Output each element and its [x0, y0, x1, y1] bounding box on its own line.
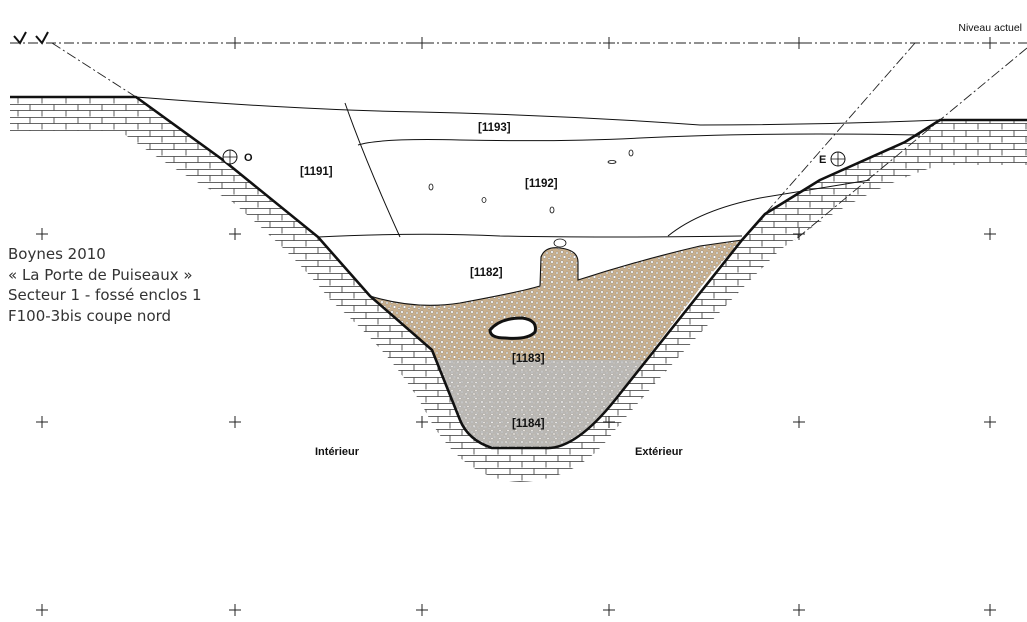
layer-label-1193: [1193] — [478, 122, 511, 134]
survey-grid-crosses — [36, 37, 996, 616]
layer-label-1192: [1192] — [525, 178, 558, 190]
layer-label-1184: [1184] — [512, 418, 545, 430]
bedrock-limestone — [0, 97, 1027, 622]
layer-label-1191: [1191] — [300, 166, 333, 178]
inside-label: Intérieur — [315, 446, 360, 458]
caption-sector: Secteur 1 - fossé enclos 1 — [8, 286, 202, 304]
stone-inclusions — [428, 149, 634, 248]
east-marker-label: E — [819, 154, 826, 166]
west-marker-label: O — [244, 152, 253, 164]
west-marker: O — [222, 149, 253, 165]
layer-boundaries — [135, 96, 941, 306]
caption-section: F100-3bis coupe nord — [8, 306, 172, 325]
ditch-profile — [10, 95, 1027, 450]
caption-locality: « La Porte de Puiseaux » — [8, 265, 193, 284]
layer-label-1183: [1183] — [512, 353, 545, 365]
reference-lines — [10, 42, 1027, 241]
stone-block — [488, 316, 537, 340]
caption-site: Boynes 2010 — [8, 245, 106, 263]
section-break-symbol — [13, 31, 49, 45]
current-level-label: Niveau actuel — [958, 22, 1022, 34]
outside-label: Extérieur — [635, 446, 683, 458]
layer-label-1182: [1182] — [470, 267, 503, 279]
figure-caption: Boynes 2010 « La Porte de Puiseaux » Sec… — [8, 244, 202, 326]
east-marker: E — [819, 151, 846, 167]
